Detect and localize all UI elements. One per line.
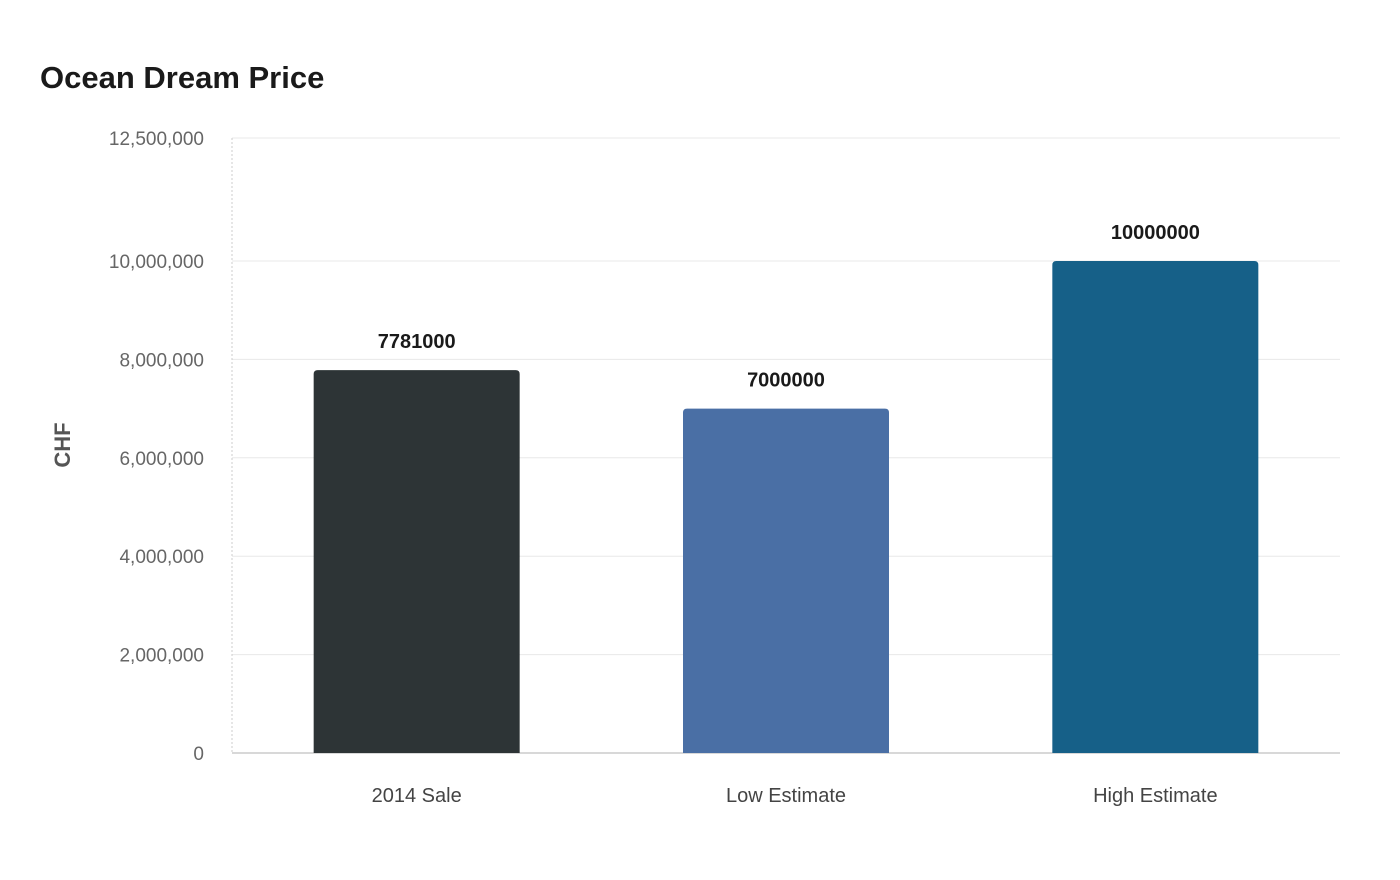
x-category-label: 2014 Sale — [372, 785, 462, 807]
x-category-label: Low Estimate — [726, 785, 846, 807]
y-tick-label: 4,000,000 — [119, 547, 204, 568]
data-label: 7781000 — [378, 331, 456, 353]
bars — [313, 261, 1259, 753]
chart-title: Ocean Dream Price — [40, 60, 325, 95]
bar — [1052, 261, 1259, 753]
y-tick-label: 10,000,000 — [109, 252, 204, 273]
x-category-label: High Estimate — [1093, 785, 1218, 807]
y-tick-label: 6,000,000 — [119, 449, 204, 470]
data-label: 10000000 — [1111, 222, 1200, 244]
bar — [683, 408, 889, 753]
y-tick-label: 0 — [193, 744, 204, 765]
bar — [313, 370, 520, 753]
y-axis-label: CHF — [50, 422, 75, 467]
x-axis-categories: 2014 Sale Low Estimate High Estimate — [372, 785, 1218, 807]
data-label: 7000000 — [747, 370, 825, 392]
data-labels: 7781000 7000000 10000000 — [378, 222, 1200, 392]
y-axis-ticks: 0 2,000,000 4,000,000 6,000,000 8,000,000 10,… — [109, 129, 204, 765]
y-tick-label: 12,500,000 — [109, 129, 204, 150]
y-tick-label: 2,000,000 — [119, 646, 204, 667]
y-tick-label: 8,000,000 — [119, 350, 204, 371]
